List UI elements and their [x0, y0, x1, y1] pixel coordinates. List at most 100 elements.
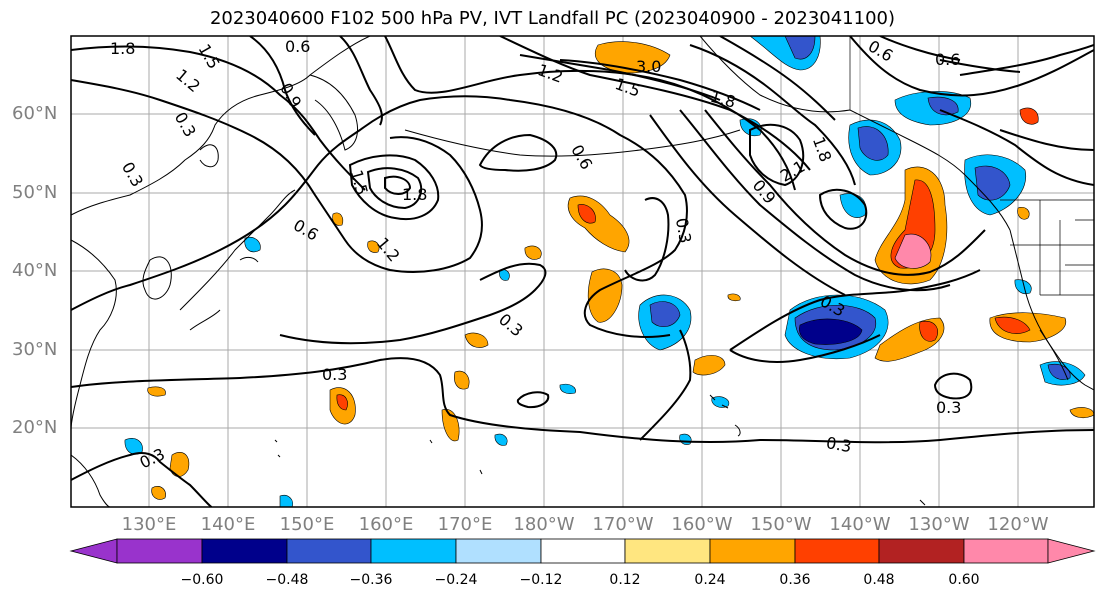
negative-anomaly-s4	[739, 118, 762, 137]
contour-label-4: 0.6	[285, 37, 310, 56]
pv-contour-20	[879, 36, 961, 61]
pv-contour-24	[999, 129, 1094, 151]
contour-label-26: 3.0	[636, 57, 661, 76]
na-west-coast	[1009, 229, 1094, 391]
korea-coast	[142, 256, 172, 300]
pv-contour-6	[249, 36, 316, 136]
pv-contour-mid-5	[729, 334, 881, 363]
pv-contour-18	[818, 188, 868, 230]
map-frame	[70, 35, 1095, 508]
pv-contour-mid-2	[279, 262, 547, 345]
pacific-islands	[274, 439, 926, 506]
coastlines	[71, 36, 1094, 507]
pv-contour-5	[71, 45, 366, 191]
contour-label-13: 0.3	[672, 216, 695, 244]
colorbar-tick-4: −0.24	[434, 572, 478, 588]
pv-contour-16	[649, 114, 846, 296]
baja	[1039, 329, 1069, 381]
alaska-coast	[699, 36, 1011, 231]
positive-anomaly-central	[692, 355, 726, 376]
lat-label-20n: 20°N	[12, 417, 58, 438]
positive-anomaly-bering	[594, 41, 671, 74]
negative-anomaly-bc-core	[974, 165, 1011, 201]
positive-anomaly-mid1-core	[336, 394, 348, 411]
negative-anomaly-s10	[499, 269, 510, 281]
pv-contours	[71, 36, 1094, 507]
lon-label-120w: 120°W	[987, 514, 1049, 535]
colorbar-bin-2	[201, 538, 288, 564]
positive-anomaly-e2	[1069, 407, 1094, 419]
pv-contour-low-1	[71, 357, 1094, 444]
japan-islands	[189, 256, 259, 331]
negative-anomaly-gulf-core	[857, 126, 889, 161]
lon-label-130e: 130°E	[121, 514, 177, 535]
colorbar-tick-3: −0.36	[349, 572, 393, 588]
pv-contour-12	[689, 44, 856, 186]
lat-label-40n: 40°N	[12, 260, 58, 281]
lon-label-150w: 150°W	[750, 514, 812, 535]
political-borders	[849, 36, 1094, 296]
positive-anomaly-mid3	[454, 370, 470, 390]
lon-label-140w: 140°W	[829, 514, 891, 535]
negative-anomaly-s11	[279, 495, 293, 507]
contour-label-9: 1.8	[402, 185, 427, 204]
positive-anomaly-baja-core	[994, 316, 1031, 334]
pv-contour-15	[679, 109, 951, 292]
negative-anomaly-s2	[244, 237, 261, 253]
pv-contour-13	[719, 36, 836, 121]
contour-label-18: 0.6	[935, 50, 960, 69]
positive-anomaly-sw5	[524, 245, 542, 260]
positive-anomaly-sw4	[151, 486, 166, 500]
us-states	[1010, 200, 1094, 295]
colorbar-tick-9: 0.48	[863, 572, 895, 588]
negative-anomaly-north-core	[927, 96, 959, 116]
negative-anomaly-mexico-core	[1047, 363, 1071, 380]
colorbar-tick-8: 0.36	[779, 572, 811, 588]
pv-contour-22	[959, 44, 1094, 76]
lon-label-130w: 130°W	[908, 514, 970, 535]
kamchatka	[309, 74, 358, 151]
negative-anomaly-s9	[494, 433, 508, 446]
negative-anomaly-s3	[1014, 279, 1032, 295]
positive-anomaly-e4	[727, 293, 741, 302]
colorbar-min-extension	[69, 538, 118, 564]
pv-contour-27	[624, 197, 670, 282]
colorbar-bin-10	[878, 538, 965, 564]
ivt-anomaly-fills	[124, 36, 1094, 507]
lat-label-30n: 30°N	[12, 339, 58, 360]
lon-label-150e: 150°E	[279, 514, 335, 535]
pv-contour-10	[519, 54, 721, 101]
colorbar-tick-7: 0.24	[694, 572, 726, 588]
positive-anomaly-sw2	[587, 268, 623, 323]
lon-label-170w: 170°W	[592, 514, 654, 535]
pv-contour-11	[559, 59, 761, 111]
colorbar-tick-5: −0.12	[519, 572, 563, 588]
pv-contour-7	[339, 36, 383, 126]
pv-contour-14	[704, 109, 986, 276]
colorbar-bin-7	[624, 538, 711, 564]
colorbar-tick-1: −0.60	[180, 572, 224, 588]
pv-contour-17	[749, 123, 805, 187]
pv-contour-2	[348, 154, 440, 220]
japan-coast	[179, 189, 296, 311]
negative-anomaly-s7	[711, 396, 730, 408]
lat-label-50n: 50°N	[12, 182, 58, 203]
pv-contour-mid-3	[639, 329, 692, 441]
positive-anomaly-peak	[894, 233, 932, 269]
pv-contour-23	[939, 59, 1021, 73]
chart-title: 2023040600 F102 500 hPa PV, IVT Landfall…	[209, 8, 896, 29]
lon-label-180w: 180°W	[513, 514, 575, 535]
contour-label-23: 0.3	[825, 433, 853, 456]
pv-contour-8	[384, 36, 796, 191]
negative-anomaly-east-core	[799, 318, 863, 345]
colorbar	[69, 538, 1096, 564]
colorbar-bin-4	[370, 538, 457, 564]
colorbar-bin-1	[116, 538, 203, 564]
contour-label-28: 0.3	[936, 398, 961, 417]
colorbar-tick-10: 0.60	[948, 572, 980, 588]
lon-label-160w: 160°W	[671, 514, 733, 535]
colorbar-bin-9	[794, 538, 880, 564]
positive-anomaly-e1	[1017, 207, 1030, 220]
positive-anomaly-e3	[1019, 107, 1039, 125]
